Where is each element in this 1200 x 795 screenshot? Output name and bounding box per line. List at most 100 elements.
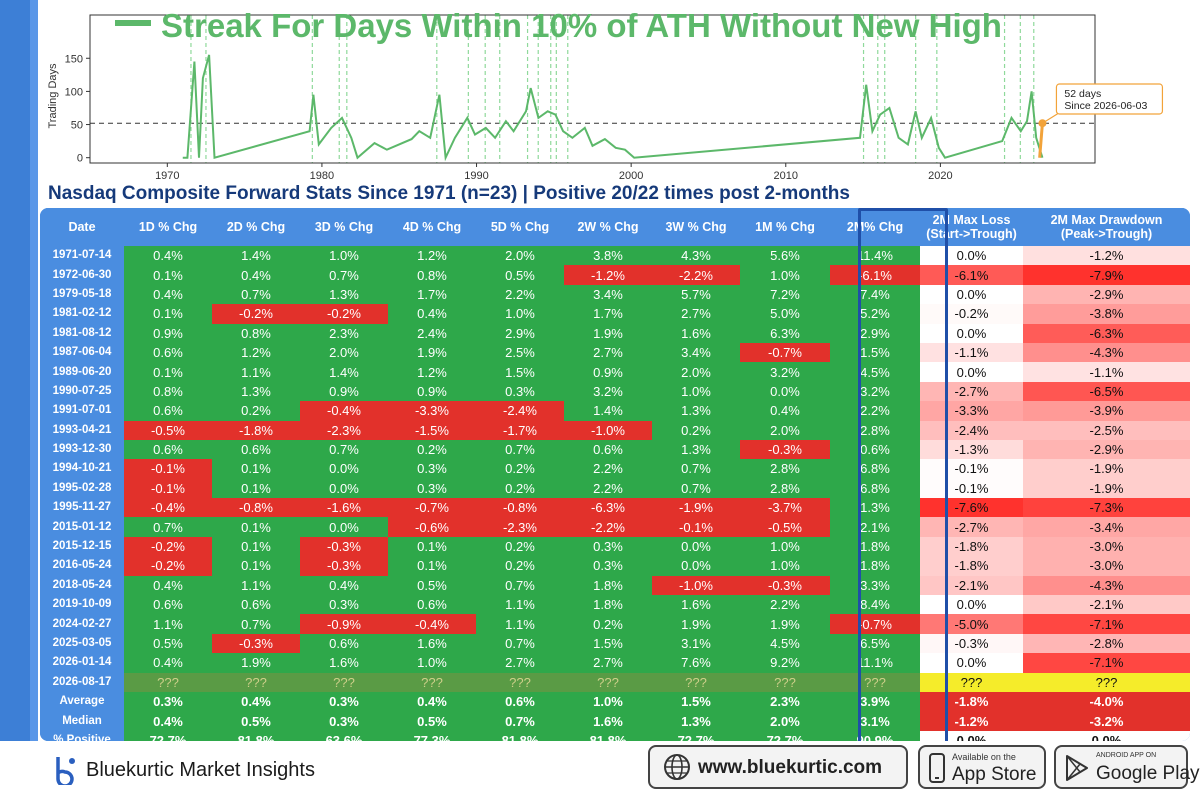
row-label-cell: 2018-05-24 [40,575,124,596]
row-label-cell: Median [40,711,124,731]
table-row: 1994-10-21 -0.1% 0.1% 0.0% 0.3% 0.2% 2.2% 0.7% 2… [40,459,1190,479]
value-cell: 2.3% [300,323,388,343]
value-cell: 3.2% [830,381,920,402]
value-cell: 0.6% [830,439,920,460]
value-cell: 0.2% [476,459,564,479]
table-body: 1971-07-14 0.4% 1.4% 1.0% 1.2% 2.0% 3.8% 4.3% 5.… [40,246,1190,741]
value-cell: 6.3% [740,323,830,343]
value-cell: 72.7% [124,730,212,741]
value-cell: 0.4% [124,575,212,596]
value-cell: 0.6% [124,342,212,363]
value-cell: 0.0% [920,246,1023,266]
value-cell: 0.1% [124,265,212,285]
value-cell: 0.2% [476,556,564,576]
value-cell: -0.2% [124,556,212,576]
value-cell: 2.2% [830,401,920,421]
value-cell: 2.8% [830,420,920,440]
row-label-cell: 1993-04-21 [40,420,124,440]
value-cell: 0.4% [740,401,830,421]
value-cell: 0.1% [212,536,300,557]
x-tick-label-1980: 1980 [310,170,334,182]
value-cell: -1.8% [920,556,1023,576]
value-cell: 1.6% [300,653,388,673]
value-cell: 1.5% [476,362,564,382]
value-cell: 0.1% [212,517,300,537]
value-cell: 1.4% [564,401,652,421]
value-cell: -1.3% [920,439,1023,460]
value-cell: 0.6% [124,439,212,460]
value-cell: -0.7% [388,498,476,518]
value-cell: 0.6% [212,439,300,460]
app-store-badge[interactable]: Available on the App Store [918,745,1046,789]
value-cell: -0.4% [388,614,476,634]
value-cell: 4.5% [830,362,920,382]
row-label-cell: 1989-06-20 [40,362,124,382]
y-tick-label-50: 50 [71,120,83,132]
value-cell: -1.9% [1023,478,1190,499]
value-cell: -1.9% [1023,459,1190,479]
column-header-9: 2M% Chg [830,208,920,246]
value-cell: 1.3% [652,439,740,460]
value-cell: 81.8% [476,730,564,741]
value-cell: 2.3% [740,691,830,712]
value-cell: 1.2% [212,342,300,363]
row-label-cell: 2026-08-17 [40,672,124,692]
value-cell: 0.1% [124,362,212,382]
website-link[interactable]: www.bluekurtic.com [648,745,908,789]
app-store-text: App Store [952,764,1037,785]
value-cell: -0.2% [920,304,1023,324]
value-cell: 0.3% [388,478,476,499]
chart-signal-lines [190,15,1035,163]
value-cell: -0.5% [124,420,212,440]
value-cell: 0.0% [920,323,1023,343]
google-play-text: Google Play [1096,763,1200,784]
value-cell: -3.9% [1023,401,1190,421]
value-cell: 0.3% [388,459,476,479]
value-cell: 0.6% [300,633,388,654]
value-cell: 3.4% [652,342,740,363]
value-cell: 0.1% [388,536,476,557]
value-cell: -1.1% [920,342,1023,363]
value-cell: 2.1% [830,517,920,537]
row-label-cell: 2015-12-15 [40,536,124,557]
value-cell: -0.8% [476,498,564,518]
value-cell: -4.0% [1023,691,1190,712]
value-cell: 1.9% [564,323,652,343]
value-cell: -2.7% [920,517,1023,537]
value-cell: 5.6% [740,246,830,266]
column-header-10: 2M Max Loss (Start->Trough) [920,208,1023,246]
globe-icon [664,754,690,780]
value-cell: 0.5% [388,711,476,731]
value-cell: 1.2% [388,246,476,266]
value-cell: 7.6% [652,653,740,673]
value-cell: 0.4% [124,246,212,266]
value-cell: 7.4% [830,284,920,305]
value-cell: ??? [830,672,920,692]
y-tick-label-100: 100 [65,86,83,98]
table-row: 1993-04-21 -0.5% -1.8% -2.3% -1.5% -1.7% -1.0%… [40,420,1190,440]
value-cell: 2.0% [652,362,740,382]
value-cell: 1.8% [564,595,652,615]
value-cell: -1.0% [564,420,652,440]
value-cell: 0.2% [476,478,564,499]
value-cell: 0.3% [300,711,388,731]
value-cell: 1.6% [652,595,740,615]
value-cell: ??? [652,672,740,692]
annotation-line-2: Since 2026-06-03 [1064,100,1147,112]
row-label-cell: 2016-05-24 [40,556,124,576]
value-cell: -3.7% [740,498,830,518]
value-cell: 0.6% [476,691,564,712]
value-cell: -2.4% [476,401,564,421]
row-label-cell: 2019-10-09 [40,595,124,615]
value-cell: 1.1% [124,614,212,634]
table-row: 2025-03-05 0.5% -0.3% 0.6% 1.6% 0.7% 1.5% 3.1% 4… [40,633,1190,654]
value-cell: 0.8% [212,323,300,343]
google-play-badge[interactable]: ANDROID APP ON Google Play [1054,745,1200,789]
x-tick-label-1970: 1970 [155,170,179,182]
table-row: 1981-08-12 0.9% 0.8% 2.3% 2.4% 2.9% 1.9% 1.6% 6.… [40,323,1190,343]
row-label-cell: 2026-01-14 [40,653,124,673]
value-cell: -3.0% [1023,536,1190,557]
value-cell: 0.7% [300,439,388,460]
value-cell: 0.0% [300,478,388,499]
value-cell: 3.1% [652,633,740,654]
